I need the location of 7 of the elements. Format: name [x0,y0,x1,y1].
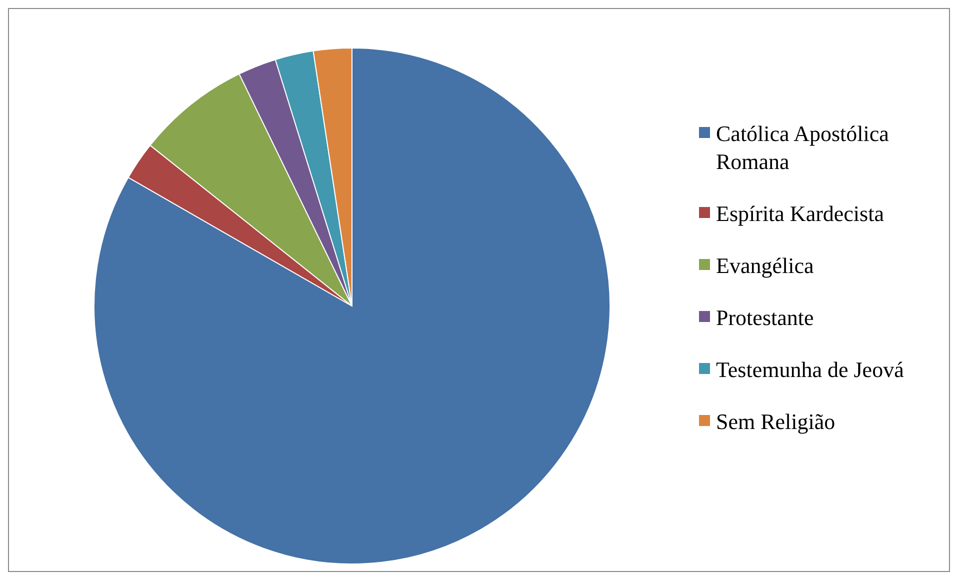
legend-label: Protestante [716,304,814,332]
legend-label: Testemunha de Jeová [716,356,904,384]
pie-slice [94,48,610,564]
legend-label: Católica Apostólica Romana [716,120,890,176]
legend-label: Sem Religião [716,408,836,436]
legend-label: Espírita Kardecista [716,200,884,228]
legend-label: Evangélica [716,252,814,280]
